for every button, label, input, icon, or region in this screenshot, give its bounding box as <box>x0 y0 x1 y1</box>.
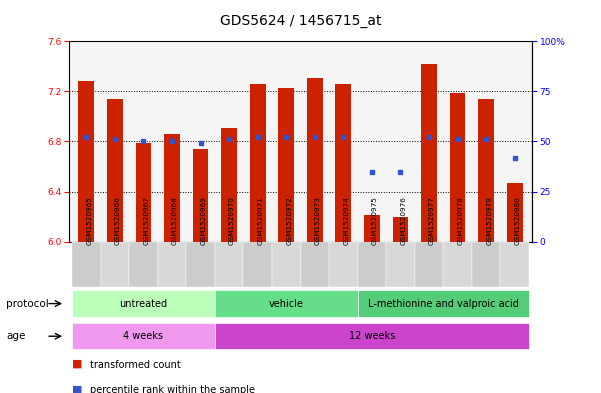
Text: transformed count: transformed count <box>90 360 181 369</box>
Bar <box>415 242 444 287</box>
Text: GSM1520974: GSM1520974 <box>343 196 349 245</box>
Bar <box>107 99 123 242</box>
Bar <box>358 242 386 287</box>
Bar <box>186 242 215 287</box>
Text: GSM1520970: GSM1520970 <box>229 196 235 245</box>
Text: GSM1520972: GSM1520972 <box>286 196 292 245</box>
Bar <box>478 99 494 242</box>
Bar <box>250 84 266 242</box>
Bar <box>221 128 237 242</box>
Bar <box>472 242 501 287</box>
Bar <box>243 242 272 287</box>
Bar <box>364 215 380 242</box>
Text: GSM1520978: GSM1520978 <box>457 196 463 245</box>
Text: GSM1520973: GSM1520973 <box>315 196 321 245</box>
Bar <box>450 93 465 242</box>
Text: vehicle: vehicle <box>269 299 304 309</box>
Text: GSM1520976: GSM1520976 <box>400 196 406 245</box>
Text: ■: ■ <box>72 359 82 369</box>
Text: 12 weeks: 12 weeks <box>349 331 395 341</box>
Bar <box>272 242 300 287</box>
Bar <box>164 134 180 242</box>
Bar <box>329 242 358 287</box>
Bar <box>335 84 351 242</box>
Bar <box>507 183 523 242</box>
Bar <box>136 143 151 242</box>
Bar <box>100 242 129 287</box>
Bar <box>358 290 529 317</box>
Bar <box>78 81 94 242</box>
Text: GSM1520969: GSM1520969 <box>201 196 207 245</box>
Text: GSM1520966: GSM1520966 <box>115 196 121 245</box>
Bar <box>215 242 243 287</box>
Text: GSM1520979: GSM1520979 <box>486 196 492 245</box>
Text: GSM1520971: GSM1520971 <box>258 196 264 245</box>
Text: GSM1520965: GSM1520965 <box>87 196 93 245</box>
Text: GSM1520980: GSM1520980 <box>514 196 520 245</box>
Text: GSM1520975: GSM1520975 <box>372 196 378 245</box>
Bar <box>72 290 215 317</box>
Text: GSM1520968: GSM1520968 <box>172 196 178 245</box>
Text: protocol: protocol <box>6 299 49 309</box>
Bar <box>392 217 408 242</box>
Bar <box>72 323 215 349</box>
Text: GSM1520977: GSM1520977 <box>429 196 435 245</box>
Bar <box>129 242 157 287</box>
Bar <box>501 242 529 287</box>
Bar <box>193 149 209 242</box>
Bar <box>444 242 472 287</box>
Bar <box>278 88 294 242</box>
Text: 4 weeks: 4 weeks <box>123 331 163 341</box>
Text: untreated: untreated <box>120 299 168 309</box>
Bar <box>215 323 529 349</box>
Text: GSM1520967: GSM1520967 <box>144 196 150 245</box>
Bar <box>215 290 358 317</box>
Text: L-methionine and valproic acid: L-methionine and valproic acid <box>368 299 519 309</box>
Bar <box>421 64 437 242</box>
Text: age: age <box>6 331 25 341</box>
Text: ■: ■ <box>72 384 82 393</box>
Bar <box>72 242 100 287</box>
Bar <box>300 242 329 287</box>
Text: percentile rank within the sample: percentile rank within the sample <box>90 385 255 393</box>
Bar <box>307 77 323 242</box>
Bar <box>157 242 186 287</box>
Text: GDS5624 / 1456715_at: GDS5624 / 1456715_at <box>220 14 381 28</box>
Bar <box>386 242 415 287</box>
